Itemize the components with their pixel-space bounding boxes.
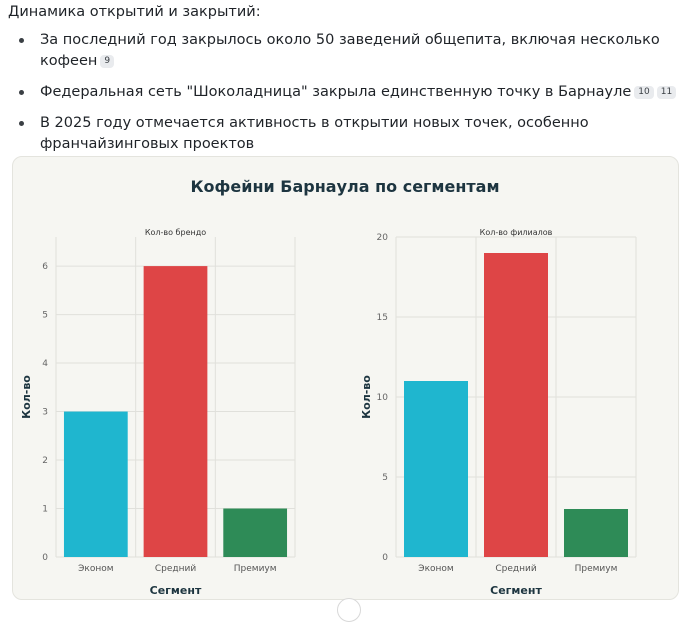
y-tick-label: 5 xyxy=(42,311,48,321)
x-axis-title: Сегмент xyxy=(490,584,542,597)
bar xyxy=(143,266,208,557)
bullet-item: В 2025 году отмечается активность в откр… xyxy=(0,113,689,155)
bar xyxy=(564,509,628,557)
bar xyxy=(404,381,468,557)
x-tick-label: Средний xyxy=(155,564,196,574)
x-tick-label: Эконом xyxy=(78,564,113,574)
bullet-item: За последний год закрылось около 50 заве… xyxy=(0,30,689,72)
bullet-text: Федеральная сеть "Шоколадница" закрыла е… xyxy=(40,84,632,100)
y-tick-label: 1 xyxy=(42,505,48,515)
y-tick-label: 10 xyxy=(377,393,389,403)
bar-chart: Кофейни Барнаула по сегментам Кол-во брен… xyxy=(20,177,637,597)
y-tick-label: 5 xyxy=(382,473,388,483)
x-tick-label: Премиум xyxy=(575,564,618,574)
x-tick-label: Премиум xyxy=(234,564,277,574)
chart-title: Кофейни Барнаула по сегментам xyxy=(190,177,499,196)
section-heading: Динамика открытий и закрытий: xyxy=(8,4,261,20)
x-axis-title: Сегмент xyxy=(150,584,202,597)
x-tick-label: Средний xyxy=(495,564,536,574)
scroll-down-button[interactable] xyxy=(337,598,361,622)
y-tick-label: 20 xyxy=(377,233,389,243)
chart-card: Кофейни Барнаула по сегментам Кол-во брен… xyxy=(12,156,679,600)
y-tick-label: 3 xyxy=(42,408,48,418)
bar xyxy=(484,253,548,557)
x-tick-label: Эконом xyxy=(418,564,453,574)
bullet-text: В 2025 году отмечается активность в откр… xyxy=(40,115,589,152)
y-axis-title: Кол-во xyxy=(360,375,373,419)
citation-badge[interactable]: 9 xyxy=(100,55,115,68)
panel-subtitle: Кол-во филиалов xyxy=(480,228,553,237)
bullet-list: За последний год закрылось около 50 заве… xyxy=(0,30,689,165)
y-tick-label: 0 xyxy=(42,553,48,563)
citation-badge[interactable]: 10 xyxy=(634,86,654,99)
y-tick-label: 4 xyxy=(42,359,48,369)
bar xyxy=(223,508,288,557)
bullet-text: За последний год закрылось около 50 заве… xyxy=(40,32,660,69)
bar xyxy=(63,411,128,557)
y-tick-label: 6 xyxy=(42,262,48,272)
y-tick-label: 0 xyxy=(382,553,388,563)
y-axis-title: Кол-во xyxy=(20,375,33,419)
y-tick-label: 15 xyxy=(377,313,388,323)
bullet-item: Федеральная сеть "Шоколадница" закрыла е… xyxy=(0,82,689,103)
y-tick-label: 2 xyxy=(42,456,48,466)
citation-badge[interactable]: 11 xyxy=(656,86,677,99)
panel-subtitle: Кол-во брендо xyxy=(145,228,206,237)
